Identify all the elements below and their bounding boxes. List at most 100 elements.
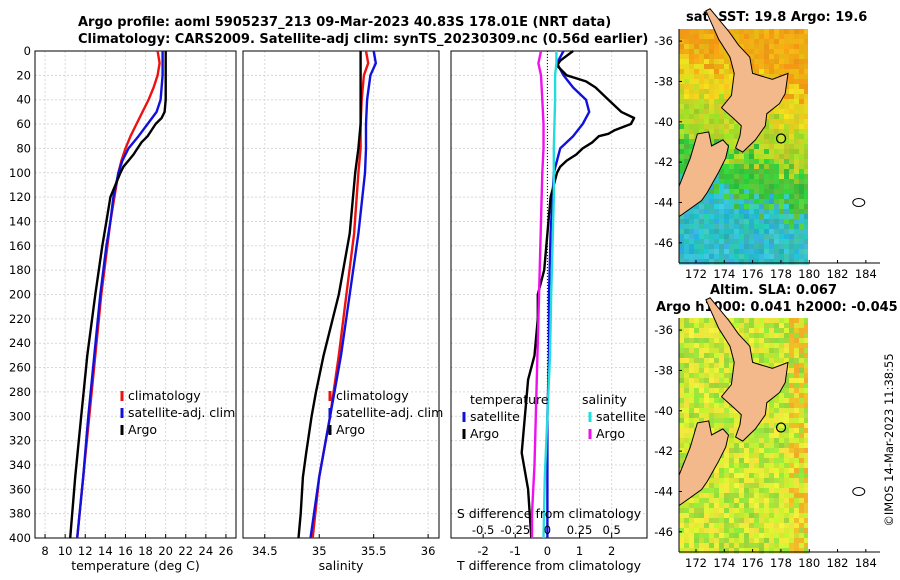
- map-cell: [739, 229, 745, 235]
- map-cell: [774, 408, 780, 414]
- series-differences-s-satellite: [542, 51, 558, 539]
- map-cell: [679, 523, 685, 529]
- map-cell: [799, 343, 805, 349]
- map-cell: [679, 229, 685, 235]
- map-cell: [729, 543, 735, 549]
- map-cell: [679, 423, 685, 429]
- map-cell: [789, 49, 795, 55]
- map-cell: [689, 54, 695, 60]
- map-cell: [714, 388, 720, 394]
- map-cell: [779, 134, 785, 140]
- map-cell: [729, 209, 735, 215]
- map-cell: [739, 493, 745, 499]
- map-cell: [799, 259, 805, 265]
- map-cell: [754, 219, 760, 225]
- map-cell: [679, 239, 685, 245]
- map-cell: [764, 513, 770, 519]
- map-cell: [784, 69, 790, 75]
- map-cell: [749, 34, 755, 40]
- map-cell: [759, 149, 765, 155]
- map-cell: [729, 428, 735, 434]
- map-cell: [789, 119, 795, 125]
- map-cell: [799, 29, 805, 35]
- map-cell: [719, 249, 725, 255]
- xtick-temperature-4: 16: [118, 544, 133, 558]
- map-cell: [759, 64, 765, 70]
- map-cell: [679, 134, 685, 140]
- map-cell: [769, 513, 775, 519]
- map-cell: [724, 259, 730, 265]
- map-cell: [774, 483, 780, 489]
- map-cell: [694, 328, 700, 334]
- map-cell: [699, 94, 705, 100]
- map-cell: [799, 134, 805, 140]
- map-cell: [704, 393, 710, 399]
- map-cell: [769, 403, 775, 409]
- map-cell: [799, 59, 805, 65]
- map-cell: [794, 368, 800, 374]
- map-cell: [719, 413, 725, 419]
- map-cell: [679, 29, 685, 35]
- map-cell: [759, 44, 765, 50]
- map-cell: [784, 383, 790, 389]
- map-cell: [714, 129, 720, 135]
- map-cell: [689, 358, 695, 364]
- map-cell: [694, 533, 700, 539]
- map-cell: [764, 144, 770, 150]
- map-cell: [779, 463, 785, 469]
- map-cell: [799, 79, 805, 85]
- map-cell: [784, 463, 790, 469]
- map-cell: [794, 159, 800, 165]
- map-cell: [699, 508, 705, 514]
- map-cell: [789, 34, 795, 40]
- map-cell: [724, 129, 730, 135]
- map-cell: [799, 423, 805, 429]
- map-cell: [774, 548, 780, 554]
- map-cell: [679, 144, 685, 150]
- map-cell: [799, 438, 805, 444]
- map-cell: [704, 84, 710, 90]
- map-cell: [704, 89, 710, 95]
- map-cell: [739, 448, 745, 454]
- land-north-island: [705, 297, 789, 442]
- map-cell: [699, 533, 705, 539]
- map-cell: [689, 234, 695, 240]
- map-cell: [734, 533, 740, 539]
- map-cell: [754, 159, 760, 165]
- series-differences-s-argo: [530, 50, 545, 538]
- map-cell: [704, 498, 710, 504]
- map-cell: [679, 383, 685, 389]
- ytick-6: 120: [9, 190, 31, 204]
- map-cell: [799, 199, 805, 205]
- map-cell: [789, 363, 795, 369]
- map-cell: [794, 403, 800, 409]
- map-cell: [754, 448, 760, 454]
- map-cell: [754, 478, 760, 484]
- map-cell: [719, 174, 725, 180]
- map-cell: [699, 34, 705, 40]
- map-cell: [724, 124, 730, 130]
- map-cell: [714, 523, 720, 529]
- map-cell: [694, 249, 700, 255]
- map-cell: [724, 523, 730, 529]
- map-cell: [769, 423, 775, 429]
- map-cell: [804, 219, 810, 225]
- map-cell: [799, 418, 805, 424]
- map-cell: [794, 523, 800, 529]
- map-cell: [709, 538, 715, 544]
- map-cell: [729, 498, 735, 504]
- map-cell: [794, 69, 800, 75]
- map-cell: [744, 473, 750, 479]
- map-cell: [794, 373, 800, 379]
- map-cell: [694, 84, 700, 90]
- map-cell: [759, 69, 765, 75]
- map-cell: [704, 244, 710, 250]
- map-cell: [769, 333, 775, 339]
- map-cell: [769, 363, 775, 369]
- map-cell: [789, 29, 795, 35]
- map-cell: [734, 488, 740, 494]
- map-cell: [684, 119, 690, 125]
- map-cell: [754, 154, 760, 160]
- map-cell: [804, 29, 810, 35]
- map-cell: [684, 443, 690, 449]
